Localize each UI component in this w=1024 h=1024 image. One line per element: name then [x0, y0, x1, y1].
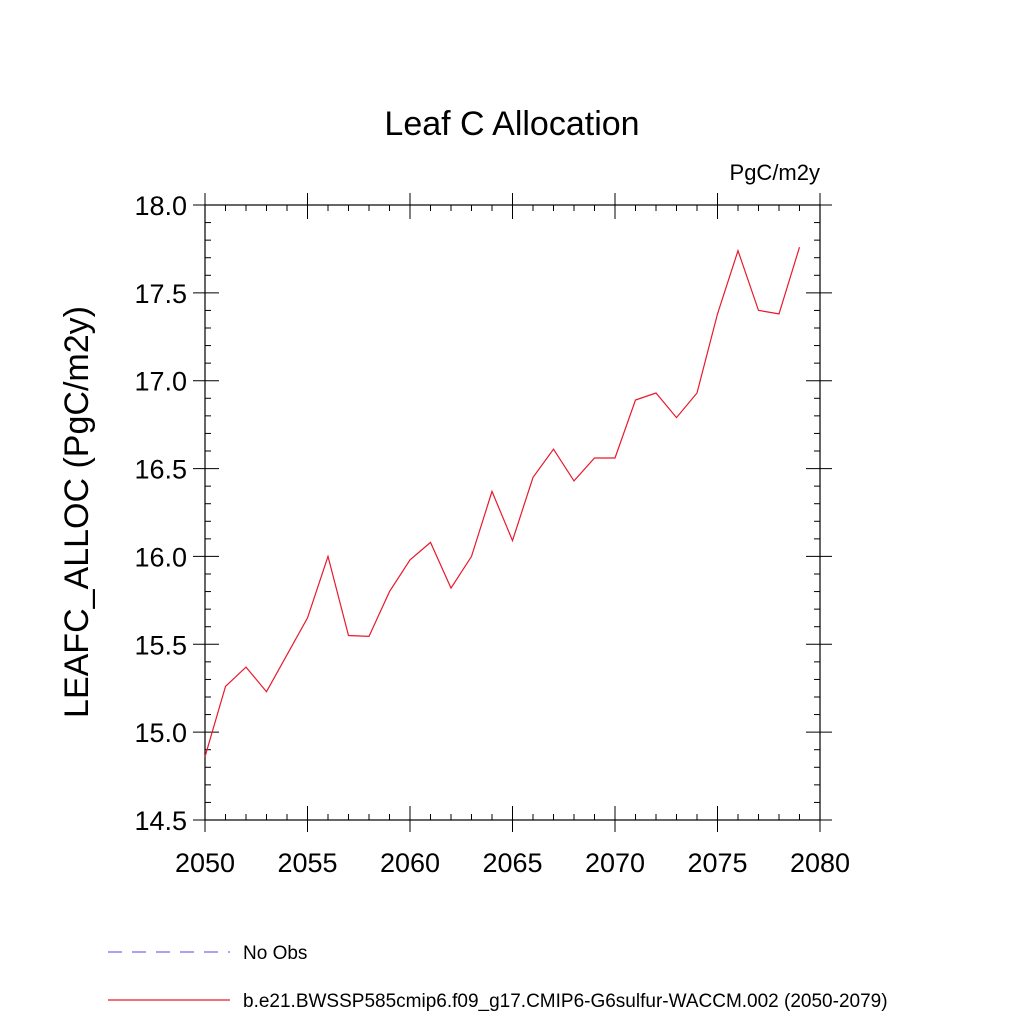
x-tick-label: 2050	[175, 848, 235, 878]
y-tick-label: 14.5	[134, 806, 187, 836]
plot-axes: 2050 2055 2060 2065 2070 2075 2080 14.5 15.0 15.5…	[134, 191, 850, 878]
y-tick-label: 18.0	[134, 191, 187, 221]
plot-frame	[204, 204, 821, 821]
legend-label: b.e21.BWSSP585cmip6.f09_g17.CMIP6-G6sulf…	[243, 991, 888, 1012]
x-tick-label: 2060	[380, 848, 440, 878]
legend-label: No Obs	[243, 943, 307, 964]
y-tick-label: 17.0	[134, 367, 187, 397]
y-axis-label: LEAFC_ALLOC (PgC/m2y)	[58, 306, 96, 718]
x-tick-label: 2075	[687, 848, 747, 878]
x-tick-label: 2080	[790, 848, 850, 878]
y-tick-label: 15.5	[134, 630, 187, 660]
x-tick-label: 2065	[482, 848, 542, 878]
series-layer	[204, 247, 801, 757]
series-line	[204, 247, 801, 757]
y-tick-label: 16.5	[134, 455, 187, 485]
y-tick-label: 15.0	[134, 718, 187, 748]
x-tick-label: 2055	[277, 848, 337, 878]
x-tick-label: 2070	[585, 848, 645, 878]
chart-title: Leaf C Allocation	[384, 105, 639, 143]
legend: No Obs b.e21.BWSSP585cmip6.f09_g17.CMIP6-…	[108, 943, 888, 1012]
y-tick-label: 16.0	[134, 542, 187, 572]
units-label: PgC/m2y	[730, 160, 820, 185]
y-tick-label: 17.5	[134, 279, 187, 309]
